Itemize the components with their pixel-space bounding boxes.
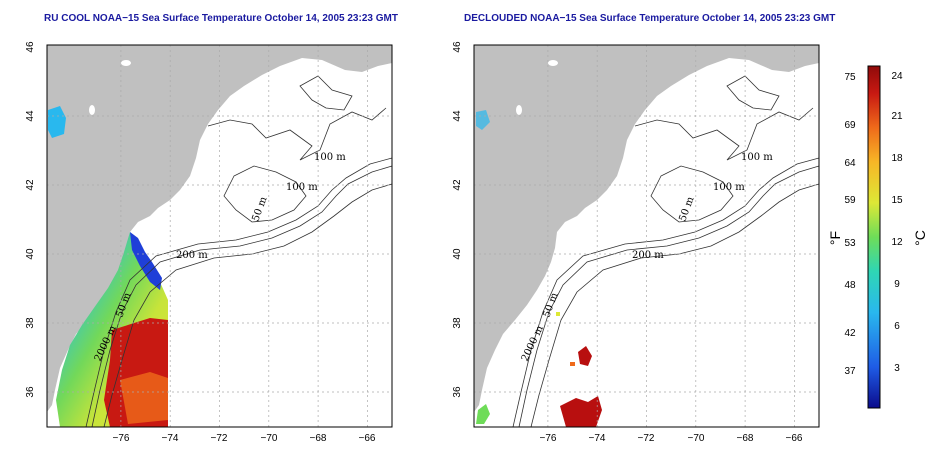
left-grid: [47, 45, 392, 427]
colorbar-c-tick: 24: [891, 71, 903, 82]
colorbar-f-tick: 75: [844, 72, 856, 83]
right-lon-tick: −68: [737, 433, 754, 444]
right-lat-tick: 42: [452, 179, 463, 191]
right-panel-title: DECLOUDED NOAA−15 Sea Surface Temperatur…: [464, 13, 836, 24]
colorbar-f-tick: 59: [844, 195, 856, 206]
left-lon-tick: −68: [310, 433, 327, 444]
left-lat-tick: 46: [25, 41, 36, 53]
right-lat-tick: 38: [452, 317, 463, 329]
right-lat-ticks: 46 44 42 40 38 36: [452, 41, 463, 398]
left-contour-label-200: 200 m: [176, 250, 208, 261]
colorbar-f-ticks: 75 69 64 59 53 48 42 37: [844, 72, 856, 377]
colorbar-f-tick: 42: [844, 328, 856, 339]
right-sst-orange-pixel: [570, 362, 575, 366]
colorbar-c-tick: 21: [891, 111, 903, 122]
left-lat-tick: 38: [25, 317, 36, 329]
right-contour-label-200: 200 m: [632, 250, 664, 261]
colorbar-c-unit: °C: [912, 230, 928, 246]
left-lon-tick: −72: [211, 433, 228, 444]
colorbar-f-tick: 48: [844, 280, 856, 291]
right-map-panel: 100 m 100 m 50 m 200 m 50 m 2000 m −76 −…: [452, 41, 820, 444]
right-lake-b: [516, 105, 522, 115]
right-lon-tick: −72: [638, 433, 655, 444]
right-sst-gulf-maine-patch: [476, 110, 490, 130]
colorbar-c-tick: 3: [894, 363, 900, 374]
right-contour-label-100b: 100 m: [713, 182, 745, 193]
left-lake-b: [89, 105, 95, 115]
right-lon-tick: −66: [786, 433, 803, 444]
left-lon-tick: −74: [162, 433, 179, 444]
right-sst-yellow-pixel: [556, 312, 560, 316]
right-lon-tick: −74: [589, 433, 606, 444]
left-lat-ticks: 46 44 42 40 38 36: [25, 41, 36, 398]
colorbar-c-tick: 12: [891, 237, 903, 248]
left-map-panel: 100 m 100 m 50 m 200 m 50 m 2000 m −76 −…: [25, 41, 393, 444]
left-land-mass: [47, 45, 392, 412]
colorbar-c-tick: 18: [891, 153, 903, 164]
left-lat-tick: 44: [25, 110, 36, 122]
colorbar-f-tick: 37: [844, 366, 856, 377]
left-lon-tick: −70: [261, 433, 278, 444]
left-sst-gulf-maine-patch: [48, 106, 66, 138]
right-lake-a: [548, 60, 558, 66]
right-contours: [512, 75, 820, 428]
left-lon-ticks: −76 −74 −72 −70 −68 −66: [113, 433, 376, 444]
colorbar-c-ticks: 24 21 18 15 12 9 6 3: [891, 71, 903, 374]
right-sst-warm-blob-a: [560, 396, 602, 427]
left-contour-label-100b: 100 m: [286, 182, 318, 193]
colorbar-f-tick: 69: [844, 120, 856, 131]
colorbar-gradient: [867, 65, 881, 409]
right-map-frame: [473, 44, 820, 428]
right-land-mass: [474, 45, 819, 412]
right-contour-label-100a: 100 m: [741, 152, 773, 163]
colorbar-f-tick: 53: [844, 238, 856, 249]
colorbar-f-unit: °F: [827, 231, 843, 245]
left-sst-cold-edge: [130, 232, 162, 290]
left-map-frame: [46, 44, 393, 428]
left-lon-tick: −66: [359, 433, 376, 444]
left-lat-tick: 42: [25, 179, 36, 191]
left-contour-label-100a: 100 m: [314, 152, 346, 163]
right-lat-tick: 46: [452, 41, 463, 53]
colorbar-f-tick: 64: [844, 158, 856, 169]
right-sst-coast-strip: [476, 404, 490, 424]
left-lake-a: [121, 60, 131, 66]
right-lon-tick: −70: [688, 433, 705, 444]
right-lat-tick: 44: [452, 110, 463, 122]
left-lon-tick: −76: [113, 433, 130, 444]
left-panel-title: RU COOL NOAA−15 Sea Surface Temperature …: [44, 13, 398, 24]
colorbar: 75 69 64 59 53 48 42 37 24 21 18 15 12 9…: [827, 65, 928, 409]
right-sst-warm-blob-b: [578, 346, 592, 366]
left-lat-tick: 40: [25, 248, 36, 260]
left-lat-tick: 36: [25, 386, 36, 398]
colorbar-c-tick: 6: [894, 321, 900, 332]
left-sst-hot-patch: [120, 372, 168, 424]
colorbar-c-tick: 9: [894, 279, 900, 290]
right-lon-tick: −76: [540, 433, 557, 444]
right-grid: [474, 45, 819, 427]
right-lat-tick: 36: [452, 386, 463, 398]
right-lon-ticks: −76 −74 −72 −70 −68 −66: [540, 433, 803, 444]
colorbar-c-tick: 15: [891, 195, 903, 206]
right-lat-tick: 40: [452, 248, 463, 260]
